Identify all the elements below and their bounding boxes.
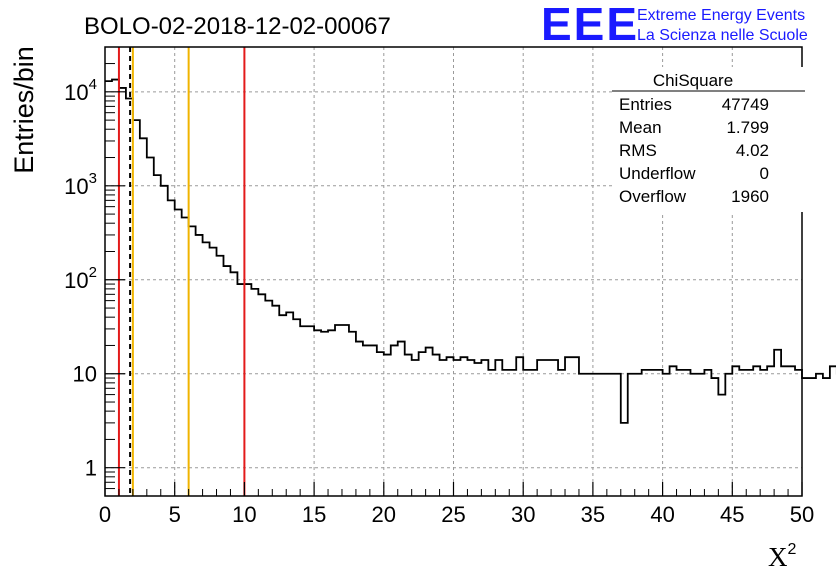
x-tick-label: 20 xyxy=(372,502,396,527)
x-tick-label: 50 xyxy=(790,502,814,527)
stats-label: Underflow xyxy=(619,164,696,183)
y-tick-label-exp: 2 xyxy=(89,264,97,281)
y-tick-label: 1 xyxy=(85,456,97,481)
x-tick-label: 45 xyxy=(720,502,744,527)
x-tick-label: 40 xyxy=(650,502,674,527)
stats-name: ChiSquare xyxy=(653,71,733,90)
y-tick-label: 102 xyxy=(64,264,97,293)
vertical-lines-layer xyxy=(117,47,246,496)
stats-rows: Entries 47749 Mean 1.799 RMS 4.02 Underflow 0 Ov… xyxy=(619,95,769,206)
stats-value: 47749 xyxy=(722,95,769,114)
x-tick-label: 5 xyxy=(169,502,181,527)
stats-value: 1960 xyxy=(731,187,769,206)
x-axis-label-base: X xyxy=(768,542,788,572)
stats-value: 1.799 xyxy=(726,118,769,137)
y-tick-label: 104 xyxy=(64,76,97,105)
y-tick-label: 10 xyxy=(73,362,97,387)
eee-logo: EEE xyxy=(541,0,639,50)
x-axis-label-sup: 2 xyxy=(788,541,797,558)
stats-label: Overflow xyxy=(619,187,687,206)
x-tick-label: 15 xyxy=(302,502,326,527)
y-tick-label-exp: 4 xyxy=(89,76,97,93)
x-tick-label: 30 xyxy=(511,502,535,527)
x-tick-label: 10 xyxy=(232,502,256,527)
x-axis-label: X2 xyxy=(768,541,797,572)
y-tick-label-exp: 3 xyxy=(89,170,97,187)
y-tick-label: 103 xyxy=(64,170,97,199)
histogram-line xyxy=(105,78,836,424)
logo-line-2: La Scienza nelle Scuole xyxy=(637,27,808,44)
y-tick-label-base: 1 xyxy=(85,456,97,481)
stats-label: Entries xyxy=(619,95,672,114)
stats-box: ChiSquare Entries 47749 Mean 1.799 RMS 4.02 Un… xyxy=(612,67,805,212)
chart-title: BOLO-02-2018-12-02-00067 xyxy=(84,13,391,40)
stats-value: 4.02 xyxy=(736,141,769,160)
histogram-layer xyxy=(105,78,836,424)
x-tick-label: 0 xyxy=(99,502,111,527)
y-axis-label: Entries/bin xyxy=(9,46,39,174)
x-tick-label: 35 xyxy=(581,502,605,527)
stats-value: 0 xyxy=(760,164,769,183)
stats-label: RMS xyxy=(619,141,657,160)
y-tick-label-base: 10 xyxy=(64,174,88,199)
y-tick-label-base: 10 xyxy=(64,80,88,105)
logo-line-1: Extreme Energy Events xyxy=(637,7,805,24)
grid-layer xyxy=(105,47,802,496)
stats-label: Mean xyxy=(619,118,662,137)
y-tick-label-base: 10 xyxy=(64,268,88,293)
y-tick-label-base: 10 xyxy=(73,362,97,387)
x-tick-label: 25 xyxy=(441,502,465,527)
